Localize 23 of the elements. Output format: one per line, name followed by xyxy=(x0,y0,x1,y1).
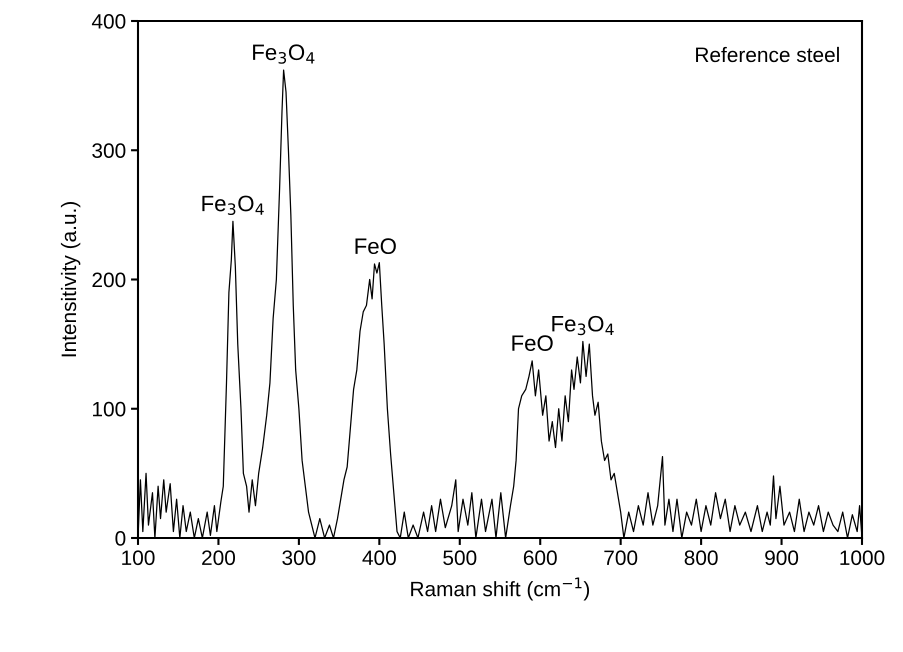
x-tick-label: 500 xyxy=(443,550,476,566)
annotation: Fe$_{3}$O$_{4}$ xyxy=(253,44,314,64)
x-tick-label: 800 xyxy=(684,550,718,566)
annotation: Fe$_{3}$O$_{4}$ xyxy=(552,316,614,336)
annotation: Reference steel xyxy=(696,46,839,62)
y-tick-label: 0 xyxy=(115,531,126,546)
x-tick-label: 700 xyxy=(604,550,638,566)
x-tick-label: 300 xyxy=(282,550,316,566)
y-tick-label: 100 xyxy=(93,402,126,417)
annotation: FeO xyxy=(356,238,396,254)
x-axis-title: Raman shift (cm$^{−1}$) xyxy=(411,578,590,600)
annotation: Fe$_{3}$O$_{4}$ xyxy=(202,196,264,215)
y-tick-label: 300 xyxy=(92,143,126,158)
x-tick-label: 200 xyxy=(202,550,236,566)
x-tick-label: 100 xyxy=(122,550,155,566)
x-tick-label: 600 xyxy=(524,550,557,566)
y-axis-title: Intensitivity (a.u.) xyxy=(60,202,80,356)
y-tick-label: 200 xyxy=(92,272,126,288)
x-tick-label: 1000 xyxy=(840,550,884,566)
x-tick-label: 900 xyxy=(765,550,798,566)
x-tick-label: 400 xyxy=(362,550,396,566)
annotation: FeO xyxy=(512,335,553,351)
y-tick-label: 400 xyxy=(92,14,126,29)
